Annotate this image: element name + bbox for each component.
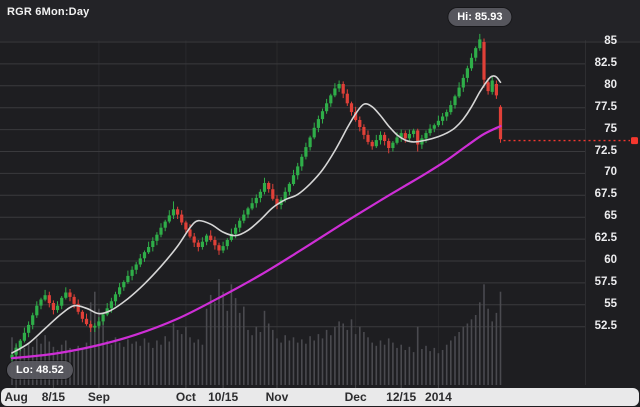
low-price-badge: Lo: 48.52 <box>7 361 73 379</box>
chart-title: RGR 6Mon:Day <box>7 6 90 18</box>
price-gridlines <box>0 41 640 328</box>
month-gridlines <box>98 40 586 385</box>
x-axis-label: Aug <box>4 390 28 404</box>
x-axis-label: 12/15 <box>386 390 417 404</box>
x-axis-label: Sep <box>87 390 110 404</box>
candles <box>10 33 503 362</box>
last-price-marker <box>631 137 638 145</box>
x-axis-label: 10/15 <box>208 390 239 404</box>
x-axis-label: Oct <box>175 390 196 404</box>
chart-header-strip <box>0 0 640 41</box>
date-axis-bar[interactable]: Aug 8/15 Sep Oct 10/15 Nov Dec 12/15 2014 <box>1 388 639 406</box>
ma-fast-line <box>11 75 502 354</box>
volume-bars <box>11 279 502 385</box>
x-axis-label: 8/15 <box>41 390 66 404</box>
last-price-line <box>503 137 638 145</box>
x-axis-label: Dec <box>344 390 367 404</box>
x-axis-label: Nov <box>265 390 289 404</box>
date-axis-ticks <box>15 384 439 388</box>
high-price-badge: Hi: 85.93 <box>448 8 512 26</box>
ma-slow-line <box>10 125 502 360</box>
x-axis-label: 2014 <box>425 390 452 404</box>
